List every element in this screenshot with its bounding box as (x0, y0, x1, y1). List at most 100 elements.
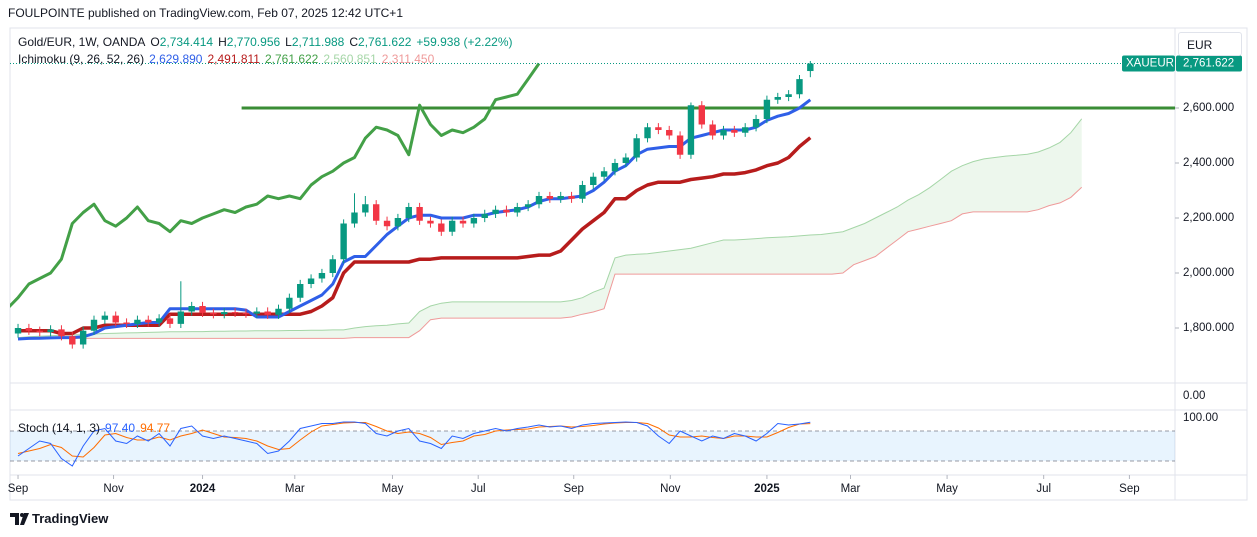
candle-body (796, 79, 803, 95)
candle-body (264, 311, 271, 315)
candle-body (611, 162, 619, 172)
candle-body (177, 311, 185, 324)
candle-body (655, 127, 662, 130)
candle-body (90, 319, 98, 331)
lagging-span (10, 62, 541, 308)
candle-body (134, 319, 141, 324)
candle-body (600, 171, 608, 177)
stoch-line (17, 421, 811, 467)
candle-body (297, 283, 304, 298)
candle-body (785, 94, 792, 97)
candle-body (807, 63, 814, 72)
x-tick-label: Mar (285, 483, 305, 495)
x-tick-label: Sep (1119, 483, 1139, 495)
candle-body (351, 212, 358, 224)
x-tick-label: 2024 (190, 483, 216, 495)
candle-body (448, 220, 456, 232)
candle-body (524, 204, 532, 207)
price-tag-bg (1176, 55, 1242, 72)
candle-body (633, 138, 640, 158)
symbol-tag-bg (1122, 55, 1175, 72)
candle-body (470, 217, 478, 224)
candle-body (188, 305, 195, 312)
x-tick-label: Sep (563, 483, 583, 495)
ohlc-item: C2,761.622 (349, 35, 411, 49)
candle-body (774, 96, 781, 100)
candle-body (438, 223, 445, 232)
y-tick-label: 1,800.000 (1183, 322, 1234, 334)
x-tick-label: Nov (660, 483, 681, 495)
candle-body (14, 327, 22, 334)
candle-body (405, 206, 412, 218)
publisher: FOULPOINTE published on TradingView.com,… (8, 6, 403, 20)
ohlc-key: O (150, 35, 160, 49)
candle-body (112, 315, 119, 323)
candle-body (340, 223, 347, 260)
candle-body (166, 318, 174, 324)
cloud-fill (18, 118, 1082, 339)
ohlc-value: 2,711.988 (291, 35, 345, 49)
indicator-value: 2,761.622 (264, 52, 319, 66)
candle-body (742, 127, 749, 133)
candle-body (492, 209, 499, 214)
candle-body (286, 297, 293, 309)
x-tick-label: Jul (1036, 483, 1051, 495)
candle-body (394, 217, 402, 227)
symbol-title: Gold/EUR, 1W, OANDA (18, 35, 146, 49)
x-tick-label: May (382, 483, 404, 495)
candle-body (579, 184, 586, 199)
candle-body (427, 220, 434, 224)
ohlc-value: 2,770.956 (226, 35, 281, 49)
candle-body (329, 259, 336, 273)
indicator-value: 2,491.811 (207, 52, 260, 66)
base-line (18, 136, 812, 336)
candle-body (199, 305, 206, 313)
candle-body (155, 318, 163, 323)
change-value: +59.938 (+2.22%) (416, 35, 513, 49)
price-tag: 2,761.622 (1183, 58, 1234, 70)
ohlc-item: H2,770.956 (218, 35, 280, 49)
currency-button[interactable]: EUR (1178, 32, 1242, 56)
stoch-pane (10, 421, 1175, 467)
candle-body (145, 319, 152, 323)
ohlc-key: C (349, 35, 359, 49)
candle-body (590, 176, 597, 185)
candle-body (221, 312, 228, 315)
brand: TradingView (32, 511, 109, 526)
ohlc-key: L (285, 35, 292, 49)
candle-body (557, 195, 564, 199)
candle-body (644, 127, 651, 139)
ohlc-value: 2,761.622 (358, 35, 412, 49)
y-tick-label: 2,000.000 (1183, 267, 1234, 279)
candle-body (58, 329, 65, 337)
candle-body (36, 330, 43, 333)
indicator-title: Stoch (14, 1, 3) (18, 421, 101, 435)
candle-body (79, 330, 87, 345)
candle-body (101, 315, 109, 320)
ichimoku-legend: Ichimoku (9, 26, 52, 26) 2,629.890 2,491.… (18, 52, 434, 66)
span-a-line (17, 118, 1083, 339)
indicator-value: 2,629.890 (149, 52, 203, 66)
ohlc-key: H (218, 35, 227, 49)
candle-body (69, 336, 76, 345)
candle-body (752, 118, 760, 128)
y-tick-label: 0.00 (1183, 390, 1205, 402)
candle-body (666, 129, 673, 136)
candle-body (546, 195, 554, 199)
candle-body (242, 312, 250, 314)
main-pane (10, 60, 1175, 349)
y-tick-label: 2,600.000 (1183, 102, 1234, 114)
x-tick-label: Nov (103, 483, 124, 495)
candle-body (481, 213, 488, 218)
symbol-tag: XAUEUR (1126, 58, 1174, 70)
x-tick-label: Mar (841, 483, 861, 495)
candle-body (676, 135, 684, 155)
ohlc-value: 2,734.414 (159, 35, 214, 49)
x-tick-label: Jul (471, 483, 486, 495)
ohlc-item: O2,734.414 (150, 35, 213, 49)
frame (9, 27, 1248, 501)
candle-body (698, 105, 705, 125)
indicator-value: 2,311.450 (381, 52, 435, 66)
